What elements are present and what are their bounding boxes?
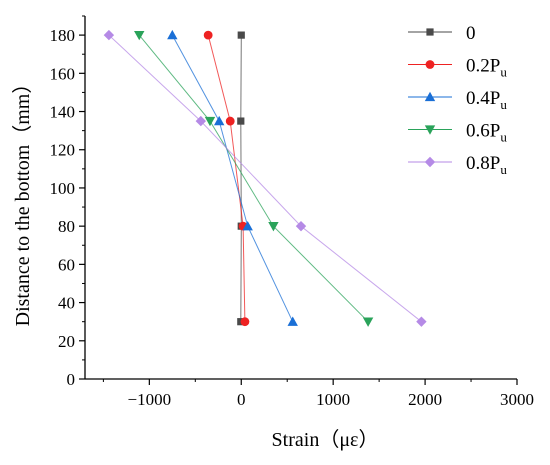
- y-tick-label: 140: [50, 103, 76, 122]
- series-1-point: [237, 31, 245, 39]
- y-tick-label: 60: [58, 255, 75, 274]
- legend-item-1-label: 0: [466, 23, 476, 44]
- series-3-point: [167, 29, 178, 40]
- y-tick-label: 160: [50, 64, 76, 83]
- series-1-point: [237, 117, 245, 125]
- y-tick-label: 20: [58, 332, 75, 351]
- y-tick-label: 0: [67, 370, 76, 389]
- y-tick-label: 180: [50, 26, 76, 45]
- series-2-line: [207, 34, 246, 322]
- legend-item-5-label: 0.8Pu: [466, 153, 507, 177]
- legend-item-4-marker: [424, 125, 436, 135]
- series-3-point: [287, 316, 298, 326]
- y-tick-label: 80: [58, 217, 75, 236]
- x-tick-label: 0: [237, 390, 246, 409]
- series-5-point: [295, 220, 307, 232]
- legend-item-2-marker: [425, 60, 435, 69]
- series-4-point: [134, 30, 145, 41]
- x-axis-title: Strain（με）: [272, 428, 379, 451]
- series-3-line: [171, 34, 294, 322]
- series-3-point: [242, 220, 253, 231]
- legend-item-5-label-subscript: u: [500, 162, 507, 177]
- series-5-point: [103, 29, 115, 41]
- legend-item-4-label: 0.6Pu: [466, 121, 507, 145]
- axes: −1000 0 1000 2000 3000 0 20 40 60 80 100 120 140 160 1…: [50, 15, 534, 409]
- series-lines: [108, 34, 422, 323]
- series-4-point: [362, 317, 374, 327]
- x-tick-label: 3000: [500, 390, 534, 409]
- series-5-point: [195, 115, 207, 127]
- legend-item-4-label-subscript: u: [500, 130, 507, 145]
- series-2-point: [203, 30, 213, 40]
- series-5-point: [416, 316, 427, 327]
- legend-item-3-label: 0.4Pu: [466, 88, 507, 112]
- legend-item-2-label-subscript: u: [500, 65, 507, 80]
- series-4-point: [268, 221, 279, 232]
- series-2-point: [225, 116, 235, 126]
- y-axis-title: Distance to the bottom（mm）: [11, 74, 34, 327]
- legend-item-3-marker: [424, 91, 436, 102]
- series-1-line: [240, 35, 242, 322]
- series-3-point: [213, 115, 225, 126]
- y-tick-label: 40: [58, 294, 75, 313]
- series-4-point: [204, 116, 216, 127]
- legend-item-3-label-subscript: u: [500, 97, 507, 112]
- series-4-line: [138, 34, 369, 323]
- legend-item-5-marker: [424, 156, 436, 168]
- legend-item-1-marker: [426, 28, 434, 36]
- series-2-point: [240, 317, 250, 327]
- legend: 0 0.2Pu 0.4Pu 0.6Pu 0.8Pu: [408, 23, 507, 177]
- y-tick-label: 120: [50, 141, 76, 160]
- series-5-line: [108, 34, 422, 323]
- x-tick-label: −1000: [128, 390, 172, 409]
- legend-item-2-label: 0.2Pu: [466, 56, 507, 80]
- x-tick-label: 2000: [408, 390, 442, 409]
- series-markers: [103, 29, 427, 327]
- x-tick-label: 1000: [316, 390, 350, 409]
- y-tick-label: 100: [50, 179, 76, 198]
